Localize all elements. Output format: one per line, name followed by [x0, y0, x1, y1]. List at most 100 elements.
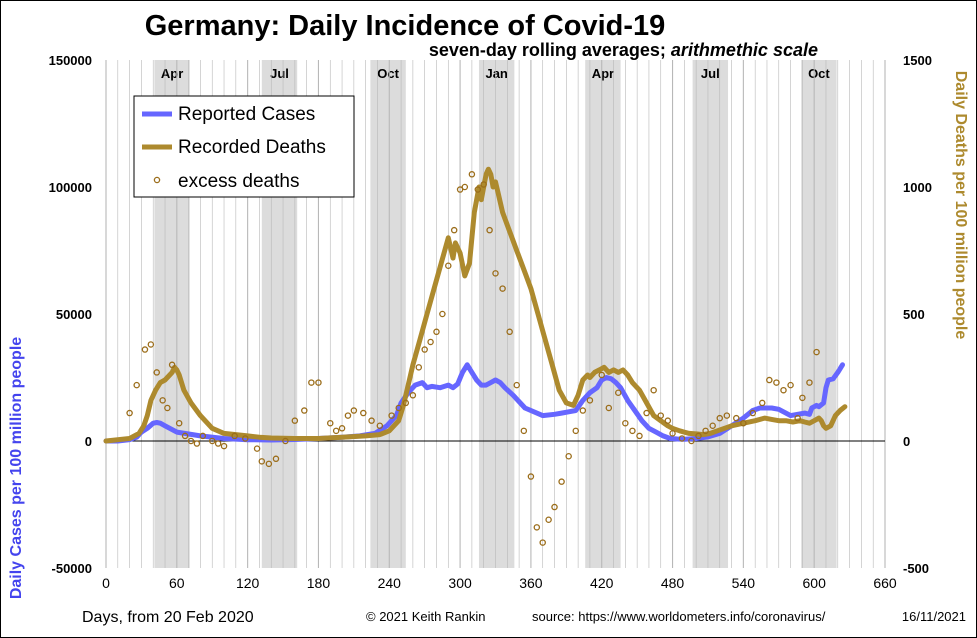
excess-death-point	[499, 285, 506, 292]
x-tick-label: 540	[732, 575, 756, 591]
quarter-label: Jan	[485, 66, 507, 81]
excess-death-point	[794, 414, 801, 422]
x-tick-label: 480	[661, 575, 685, 591]
excess-death-point	[780, 386, 787, 394]
excess-death-point	[716, 414, 724, 422]
series-layer	[103, 166, 848, 546]
excess-death-point	[565, 452, 572, 460]
excess-death-point	[643, 409, 650, 417]
excess-death-point	[402, 399, 410, 407]
excess-death-point	[558, 478, 565, 485]
excess-death-point	[456, 186, 464, 193]
excess-death-point	[388, 412, 395, 419]
source-text: source: https://www.worldometers.info/co…	[532, 609, 826, 624]
excess-death-point	[486, 226, 493, 234]
x-tick-label: 300	[448, 575, 472, 591]
excess-death-point	[636, 432, 643, 440]
excess-death-point	[622, 419, 629, 427]
y-right-tick-label: 1000	[903, 180, 932, 195]
excess-death-point	[208, 437, 216, 445]
subtitle-main: seven-day rolling averages;	[429, 40, 671, 60]
excess-death-point	[806, 379, 813, 386]
excess-death-point	[433, 328, 440, 336]
excess-death-point	[242, 435, 249, 442]
excess-death-point	[159, 397, 166, 404]
excess-death-point	[468, 171, 476, 178]
y-left-label: Daily Cases per 100 million people	[8, 337, 25, 599]
x-tick-label: 420	[590, 575, 614, 591]
excess-death-point	[733, 414, 740, 422]
excess-death-point	[258, 458, 266, 465]
x-tick-label: 120	[236, 575, 260, 591]
excess-death-point	[214, 440, 222, 447]
excess-death-point	[527, 473, 535, 480]
quarter-label: Oct	[377, 66, 399, 81]
shade-band	[692, 60, 729, 568]
excess-death-point	[461, 183, 469, 191]
x-tick-label: 60	[169, 575, 185, 591]
y-right-label: Daily Deaths per 100 million people	[952, 71, 969, 340]
excess-death-point	[147, 341, 155, 348]
excess-death-point	[187, 437, 195, 445]
quarter-label: Oct	[808, 66, 830, 81]
quarter-label: Apr	[161, 66, 183, 81]
excess-death-point	[551, 503, 558, 511]
y-left-tick-label: 100000	[49, 180, 92, 195]
excess-death-point	[220, 442, 228, 450]
excess-death-point	[327, 419, 334, 427]
x-tick-label: 180	[307, 575, 331, 591]
excess-death-point	[282, 437, 289, 445]
excess-death-point	[164, 404, 171, 412]
excess-death-point	[669, 430, 676, 437]
excess-death-point	[272, 455, 280, 463]
subtitle-italic: arithmethic scale	[671, 40, 818, 60]
y-right-tick-label: 0	[903, 434, 910, 449]
excess-death-point	[799, 394, 806, 402]
excess-death-point	[506, 328, 513, 336]
excess-death-point	[678, 435, 686, 442]
y-left-tick-label: 0	[85, 434, 92, 449]
excess-death-point	[350, 407, 358, 414]
excess-death-point	[533, 524, 541, 531]
y-right-tick-labels: 1500 1000 500 0 -500	[903, 53, 932, 576]
legend: Reported Cases Recorded Deaths excess de…	[133, 95, 355, 198]
excess-death-point	[650, 386, 657, 394]
excess-death-point	[126, 409, 133, 417]
excess-death-point	[629, 427, 636, 435]
chart-title: Germany: Daily Incidence of Covid-19	[145, 10, 666, 42]
excess-death-point	[253, 445, 261, 452]
excess-death-point	[579, 407, 587, 414]
legend-label-excess: excess deaths	[178, 171, 299, 192]
x-tick-labels: 0 60 120 180 240 300 360 420 480 540 600 660	[102, 575, 897, 591]
x-axis-label: Days, from 20 Feb 2020	[82, 609, 254, 626]
excess-death-point	[439, 310, 446, 318]
excess-death-point	[199, 432, 207, 440]
x-tick-label: 240	[378, 575, 402, 591]
x-tick-label: 660	[873, 575, 897, 591]
x-tick-label: 0	[102, 575, 110, 591]
excess-death-point	[175, 419, 183, 427]
excess-death-point	[787, 381, 794, 389]
excess-death-point	[749, 409, 757, 417]
excess-death-point	[758, 399, 766, 407]
y-right-tick-label: -500	[903, 561, 929, 576]
excess-death-point	[740, 419, 747, 427]
shade-band	[585, 60, 621, 568]
chart-subtitle: seven-day rolling averages; arithmethic …	[429, 40, 818, 60]
y-left-tick-label: -50000	[52, 561, 92, 576]
excess-death-point	[615, 389, 622, 396]
excess-death-point	[415, 364, 423, 371]
excess-death-point	[168, 361, 176, 369]
quarter-label: Jul	[701, 66, 720, 81]
excess-death-point	[133, 381, 140, 389]
excess-death-point	[605, 404, 613, 412]
y-left-tick-labels: 150000 100000 50000 0 -50000	[49, 53, 92, 576]
excess-death-point	[231, 432, 238, 440]
x-tick-label: 600	[803, 575, 827, 591]
excess-death-point	[308, 379, 315, 386]
excess-death-point	[427, 338, 434, 346]
excess-death-point	[480, 181, 487, 188]
excess-death-point	[181, 432, 189, 440]
excess-death-point	[193, 440, 201, 447]
excess-death-point	[520, 427, 528, 435]
